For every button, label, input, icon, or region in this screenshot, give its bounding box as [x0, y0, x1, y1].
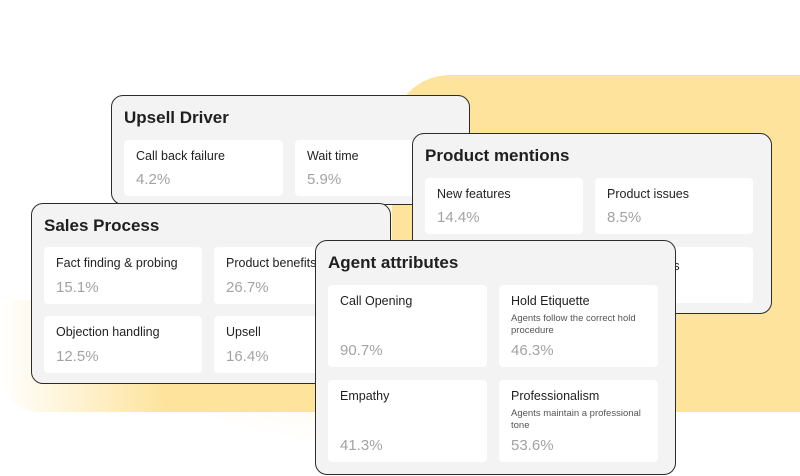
metric-label: Wait time	[307, 149, 359, 163]
metric-value: 46.3%	[511, 342, 554, 359]
metric-value: 26.7%	[226, 279, 269, 296]
metric-label: Product issues	[607, 187, 689, 201]
metric-label: Call back failure	[136, 149, 225, 163]
metric-tile[interactable]: Objection handling 12.5%	[44, 316, 202, 373]
metric-value: 90.7%	[340, 342, 383, 359]
agent-attributes-card[interactable]: Agent attributes Call Opening 90.7% Hold…	[315, 240, 676, 475]
metric-tile[interactable]: Call Opening 90.7%	[328, 285, 487, 367]
card-title: Sales Process	[44, 216, 160, 235]
metric-tile[interactable]: Empathy 41.3%	[328, 380, 487, 462]
metric-value: 8.5%	[607, 209, 642, 226]
metric-label: Upsell	[226, 325, 261, 339]
metric-label: Product benefits	[226, 256, 317, 270]
metric-description: Agents follow the correct hold procedure	[511, 313, 636, 336]
metric-value: 16.4%	[226, 348, 269, 365]
metric-value: 41.3%	[340, 437, 383, 454]
metric-value: 53.6%	[511, 437, 554, 454]
metric-value: 5.9%	[307, 171, 342, 188]
metric-label: New features	[437, 187, 511, 201]
metric-label: Empathy	[340, 389, 390, 403]
metric-description: Agents maintain a professional tone	[511, 408, 641, 431]
card-title: Upsell Driver	[124, 108, 229, 127]
metric-value: 14.4%	[437, 209, 480, 226]
card-title: Product mentions	[425, 146, 570, 165]
metric-tile[interactable]: Product issues 8.5%	[595, 178, 753, 234]
metric-value: 12.5%	[56, 348, 99, 365]
metric-tile[interactable]: New features 14.4%	[425, 178, 583, 234]
metric-tile[interactable]: Hold Etiquette Agents follow the correct…	[499, 285, 658, 367]
metric-tile[interactable]: Professionalism Agents maintain a profes…	[499, 380, 658, 462]
metric-value: 15.1%	[56, 279, 99, 296]
metric-label: Objection handling	[56, 325, 160, 339]
metric-label: Hold Etiquette	[511, 294, 590, 308]
metric-label: Call Opening	[340, 294, 413, 308]
metric-tile[interactable]: Call back failure 4.2%	[124, 140, 283, 196]
metric-label: Fact finding & probing	[56, 256, 178, 270]
metric-label: Professionalism	[511, 389, 600, 403]
metric-tile[interactable]: Fact finding & probing 15.1%	[44, 247, 202, 304]
metric-value: 4.2%	[136, 171, 171, 188]
card-title: Agent attributes	[328, 253, 459, 272]
